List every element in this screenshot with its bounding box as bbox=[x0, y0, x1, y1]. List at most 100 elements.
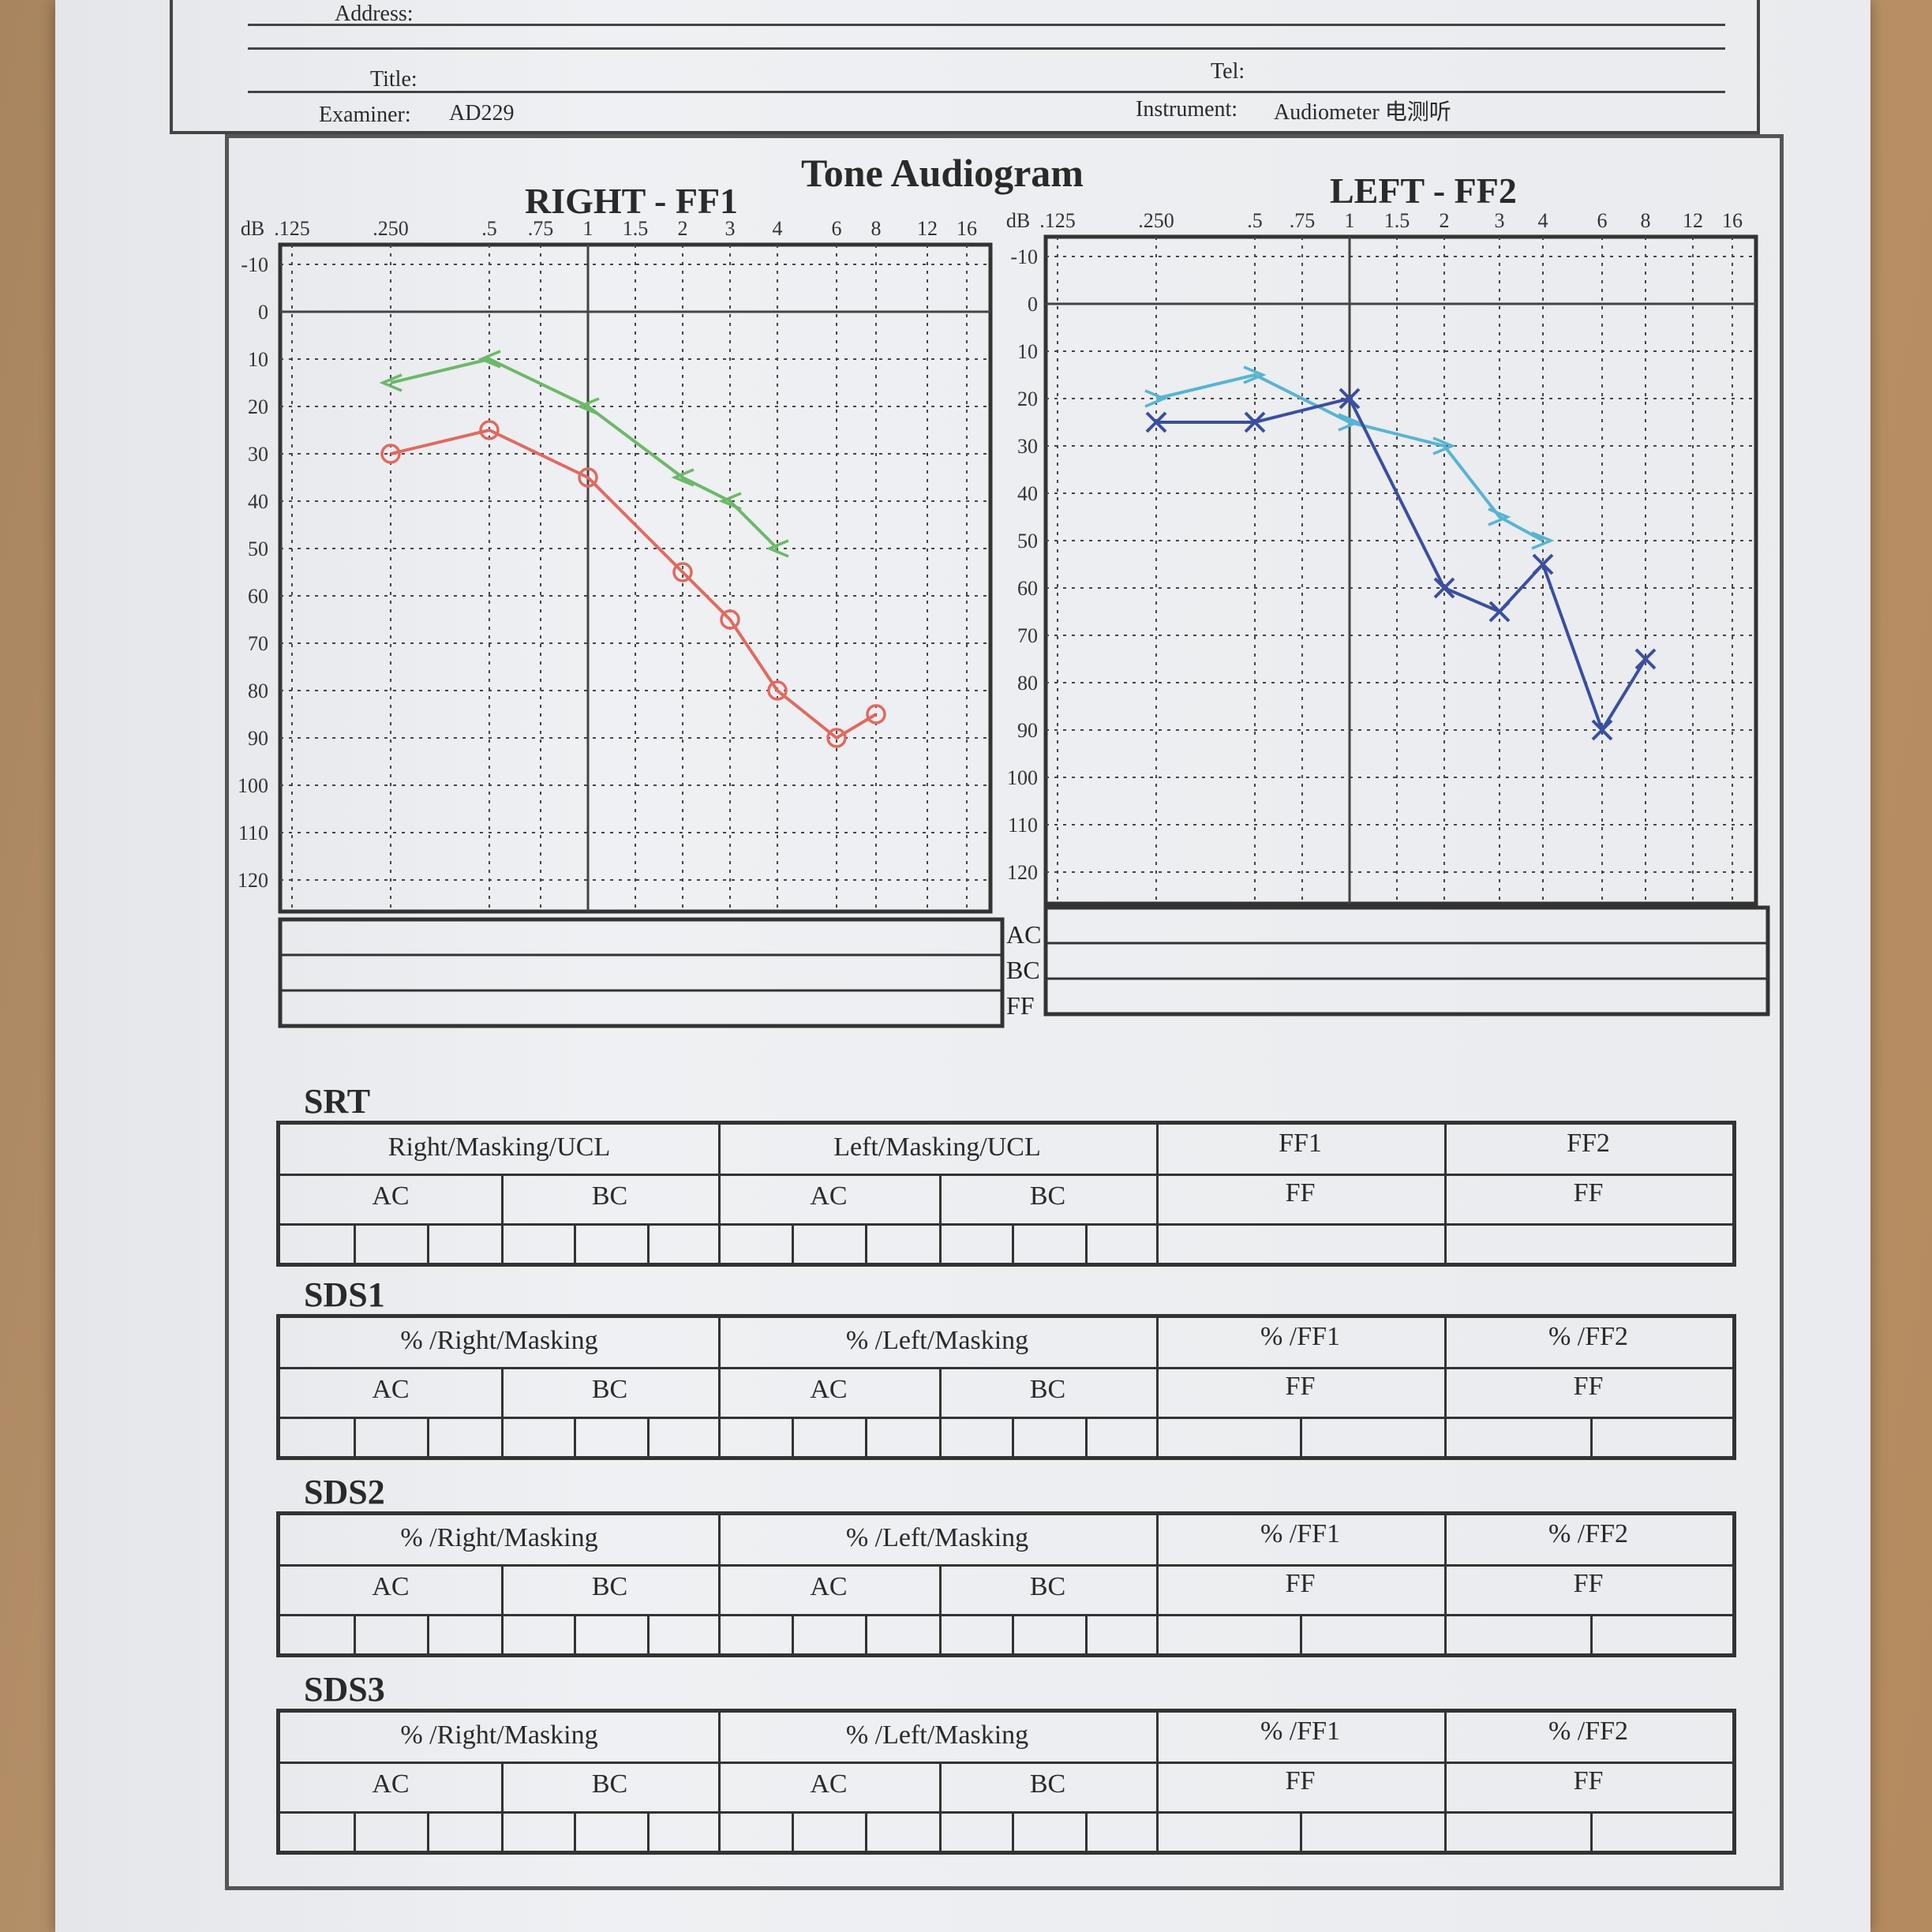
x-tick-label: 1 bbox=[583, 217, 593, 240]
audiogram-frame bbox=[225, 134, 1784, 1890]
data-point-right-arrow bbox=[1338, 413, 1361, 432]
table-entry-line bbox=[1085, 1223, 1088, 1263]
data-point-circle bbox=[578, 467, 598, 488]
table-entry-line bbox=[1085, 1614, 1088, 1653]
table-sds1: % /Right/Masking % /Left/Masking % /FF1 % /… bbox=[276, 1314, 1736, 1460]
table-entry-line bbox=[1590, 1811, 1593, 1851]
table-entry-line bbox=[647, 1614, 650, 1653]
right-header: % /Right/Masking bbox=[400, 1326, 598, 1355]
right-chart-title: RIGHT - FF1 bbox=[525, 181, 739, 221]
x-tick-label: 4 bbox=[773, 217, 783, 240]
data-point-circle bbox=[826, 728, 847, 748]
y-tick-label: 20 bbox=[1017, 388, 1038, 410]
table-row-line bbox=[280, 1811, 1732, 1814]
right-ac-label: AC bbox=[372, 1181, 410, 1211]
instrument-label: Instrument: bbox=[1136, 97, 1238, 122]
x-tick-label: 1.5 bbox=[1384, 209, 1410, 232]
right-header: % /Right/Masking bbox=[400, 1523, 598, 1552]
table-srt: Right/Masking/UCL Left/Masking/UCL FF1 FF2 A… bbox=[276, 1121, 1736, 1267]
data-point-right-arrow bbox=[1144, 389, 1168, 408]
y-tick-label: 10 bbox=[248, 348, 268, 371]
table-label-sds2: SDS2 bbox=[304, 1473, 385, 1511]
ff1-header: FF1 bbox=[1279, 1129, 1322, 1158]
table-entry-line bbox=[354, 1223, 356, 1263]
x-tick-label: 1 bbox=[1345, 209, 1355, 232]
conduction-label-bc: BC bbox=[1006, 956, 1040, 984]
table-subcol-line bbox=[501, 1564, 504, 1653]
table-col-line bbox=[718, 1713, 721, 1851]
table-row-line bbox=[280, 1174, 1732, 1176]
table-subcol-line bbox=[501, 1174, 504, 1263]
y-tick-label: 100 bbox=[1007, 766, 1038, 789]
divider-line bbox=[248, 47, 1725, 50]
table-entry-line bbox=[865, 1614, 867, 1653]
ff2-header: FF2 bbox=[1567, 1129, 1610, 1158]
left-bc-label: BC bbox=[1029, 1375, 1066, 1404]
left-series-1-line bbox=[1156, 396, 1647, 734]
y-tick-label: 20 bbox=[248, 395, 268, 418]
x-tick-label: 12 bbox=[917, 217, 938, 240]
ff2-header: % /FF2 bbox=[1548, 1519, 1629, 1548]
right-ac-label: AC bbox=[372, 1769, 410, 1799]
right-series-1-line bbox=[390, 428, 878, 740]
ff2-header: % /FF2 bbox=[1548, 1322, 1629, 1351]
y-tick-label: 90 bbox=[248, 727, 268, 750]
y-tick-label: -10 bbox=[1010, 245, 1038, 268]
table-entry-line bbox=[427, 1811, 429, 1851]
y-tick-label: 50 bbox=[248, 537, 268, 560]
table-sds3: % /Right/Masking % /Left/Masking % /FF1 % /… bbox=[276, 1709, 1736, 1855]
right-header: Right/Masking/UCL bbox=[388, 1133, 611, 1162]
data-point-cross bbox=[1244, 411, 1266, 433]
table-entry-line bbox=[1300, 1417, 1302, 1456]
data-point-right-arrow bbox=[1531, 531, 1555, 550]
data-point-left-arrow bbox=[718, 492, 742, 511]
data-point-cross bbox=[1634, 648, 1657, 670]
ff2-ff-label: FF bbox=[1573, 1766, 1604, 1795]
data-point-circle bbox=[767, 680, 788, 701]
table-entry-line bbox=[1085, 1811, 1088, 1851]
table-row-line bbox=[280, 1564, 1732, 1567]
x-tick-label: 8 bbox=[1641, 209, 1651, 232]
x-tick-label: 1.5 bbox=[623, 217, 649, 240]
table-entry-line bbox=[574, 1223, 576, 1263]
table-col-line bbox=[1156, 1318, 1159, 1456]
table-col-line bbox=[1156, 1515, 1159, 1653]
left-conduction-box bbox=[1043, 905, 1770, 1017]
x-tick-label: 6 bbox=[832, 217, 842, 240]
x-tick-label: 2 bbox=[678, 217, 688, 240]
left-header: % /Left/Masking bbox=[845, 1326, 1029, 1355]
table-entry-line bbox=[792, 1811, 794, 1851]
table-entry-line bbox=[865, 1811, 867, 1851]
right-bc-label: BC bbox=[591, 1572, 628, 1601]
table-sds2: % /Right/Masking % /Left/Masking % /FF1 % /… bbox=[276, 1511, 1736, 1657]
table-subcol-line bbox=[939, 1762, 942, 1851]
y-tick-label: 0 bbox=[258, 301, 268, 324]
data-point-cross bbox=[1145, 411, 1167, 433]
table-entry-line bbox=[792, 1223, 794, 1263]
y-tick-label: 10 bbox=[1017, 340, 1038, 363]
table-col-line bbox=[1444, 1515, 1447, 1653]
ff2-ff-label: FF bbox=[1573, 1178, 1604, 1208]
left-bc-label: BC bbox=[1029, 1572, 1066, 1601]
left-audiogram: .125 .250 .5 .75 1 1.5 2 3 4 6 8 12 16 -10 0 10 20 30 40 50… bbox=[1006, 209, 1770, 1017]
examiner-label: Examiner: bbox=[319, 103, 411, 127]
right-bc-label: BC bbox=[591, 1181, 628, 1211]
y-tick-label: 70 bbox=[1017, 624, 1038, 647]
right-conduction-box bbox=[278, 917, 1005, 1028]
table-entry-line bbox=[427, 1223, 429, 1263]
x-tick-label: 4 bbox=[1538, 209, 1548, 232]
right-ac-label: AC bbox=[372, 1572, 410, 1601]
data-point-cross bbox=[1488, 601, 1511, 623]
table-entry-line bbox=[647, 1223, 650, 1263]
form-header: Address: Title: Tel: Examiner: AD229 Ins… bbox=[170, 0, 1760, 134]
instrument-value: Audiometer 电测听 bbox=[1274, 100, 1451, 125]
x-tick-label: 8 bbox=[871, 217, 882, 240]
table-entry-line bbox=[792, 1614, 794, 1653]
data-point-cross bbox=[1591, 719, 1613, 741]
data-point-left-arrow bbox=[671, 468, 695, 487]
x-tick-label: .75 bbox=[1290, 209, 1316, 232]
left-chart-title: LEFT - FF2 bbox=[1330, 170, 1517, 211]
address-line bbox=[248, 24, 1725, 26]
table-label-sds1: SDS1 bbox=[304, 1275, 385, 1314]
y-tick-label: 80 bbox=[1017, 672, 1038, 695]
